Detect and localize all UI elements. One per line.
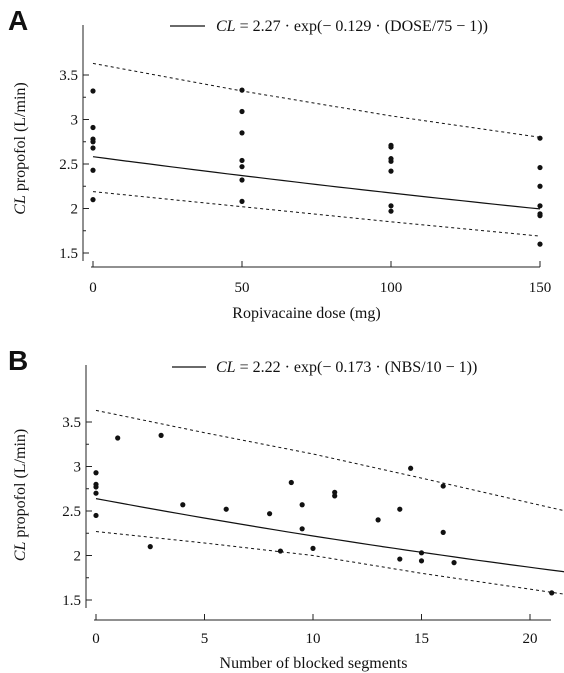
data-point	[90, 124, 96, 131]
data-point	[537, 183, 543, 189]
data-point	[388, 208, 394, 214]
legend-equation-rest: = 2.22 · exp(− 0.173 · (NBS/10 − 1))	[236, 359, 478, 376]
data-point	[451, 560, 457, 566]
x-tick-label: 20	[523, 631, 538, 647]
data-point	[537, 213, 543, 219]
x-tick-label: 50	[235, 280, 250, 296]
y-tick-label: 3	[71, 113, 79, 129]
data-point	[299, 526, 305, 532]
data-point	[239, 130, 245, 136]
y-axis-label-italic: CL	[12, 542, 29, 562]
data-point	[418, 558, 425, 564]
data-point	[388, 144, 394, 150]
x-tick-label: 10	[306, 631, 321, 647]
y-tick-label: 2.5	[62, 504, 81, 520]
x-tick-label: 100	[380, 280, 403, 296]
ci-lower-line	[92, 191, 541, 237]
data-point	[90, 139, 96, 145]
data-point	[93, 470, 99, 476]
x-tick-label: 5	[201, 631, 209, 647]
legend-equation: CL = 2.27 · exp(− 0.129 · (DOSE/75 − 1))	[216, 18, 488, 35]
data-point	[93, 490, 99, 496]
data-point	[388, 158, 394, 164]
data-point	[440, 529, 446, 535]
y-tick-label: 1.5	[62, 593, 81, 609]
data-point	[239, 87, 245, 93]
legend-equation: CL = 2.22 · exp(− 0.173 · (NBS/10 − 1))	[216, 359, 477, 376]
data-point	[90, 88, 96, 94]
panel-letter: B	[8, 345, 28, 376]
legend-equation-italic: CL	[216, 359, 236, 376]
data-point	[147, 544, 153, 550]
x-axis-label: Number of blocked segments	[220, 655, 408, 672]
ci-upper-line	[92, 62, 541, 138]
data-point	[310, 545, 316, 551]
data-point	[93, 512, 99, 519]
data-point	[239, 177, 245, 183]
data-point	[375, 517, 381, 523]
data-point	[90, 145, 96, 151]
data-point	[90, 167, 96, 173]
data-point	[537, 241, 543, 247]
y-tick-label: 3.5	[62, 415, 81, 431]
legend-equation-rest: = 2.27 · exp(− 0.129 · (DOSE/75 − 1))	[236, 18, 488, 35]
data-point	[537, 203, 543, 209]
data-point	[158, 432, 164, 438]
data-point	[537, 164, 543, 171]
y-tick-label: 2.5	[59, 157, 78, 173]
data-point	[239, 198, 245, 204]
x-axis-label: Ropivacaine dose (mg)	[232, 305, 380, 322]
ci-lower-line	[95, 531, 564, 595]
data-point	[440, 483, 446, 489]
y-tick-label: 1.5	[59, 246, 78, 262]
data-point	[418, 550, 425, 556]
data-point	[332, 493, 338, 499]
data-point	[239, 164, 245, 170]
y-axis-label: CL propofol (L/min)	[12, 82, 29, 214]
x-tick-label: 15	[414, 631, 429, 647]
data-point	[388, 203, 394, 209]
panel-letter: A	[8, 5, 28, 36]
data-point	[537, 135, 543, 141]
x-tick-label: 150	[529, 280, 552, 296]
data-point	[299, 502, 305, 508]
data-point	[408, 465, 414, 471]
legend-equation-italic: CL	[216, 18, 236, 35]
y-axis-label: CL propofol (L/min)	[12, 429, 29, 561]
y-tick-label: 3.5	[59, 68, 78, 84]
data-point	[267, 511, 273, 517]
data-point	[180, 502, 186, 508]
x-tick-label: 0	[92, 631, 100, 647]
y-tick-label: 2	[71, 202, 79, 218]
data-point	[288, 479, 294, 486]
fit-line	[92, 156, 541, 210]
ci-upper-line	[95, 409, 564, 512]
x-tick-label: 0	[89, 280, 97, 296]
y-tick-label: 3	[74, 460, 82, 476]
data-point	[223, 506, 229, 512]
y-axis-label-italic: CL	[12, 195, 29, 215]
data-point	[90, 197, 96, 203]
data-point	[332, 489, 338, 495]
data-point	[93, 484, 99, 490]
data-point	[115, 435, 121, 441]
data-point	[239, 108, 245, 115]
data-point	[388, 168, 394, 174]
data-point	[239, 157, 245, 164]
y-axis-label-rest: propofol (L/min)	[12, 429, 29, 542]
panel-b: B 1.5 2 2.5 3 3.5 0 5 10 15 20 Number of blocked se…	[8, 345, 564, 672]
panel-a: A 1.5 2 2.5 3 3.5 0 50 100 150 Ropivacaine dose (m…	[8, 5, 551, 322]
fit-line	[95, 498, 564, 573]
y-tick-label: 2	[74, 549, 82, 565]
data-point	[549, 590, 555, 596]
data-point	[397, 556, 403, 562]
data-point	[397, 506, 403, 512]
y-axis-label-rest: propofol (L/min)	[12, 82, 29, 195]
data-point	[277, 548, 284, 554]
